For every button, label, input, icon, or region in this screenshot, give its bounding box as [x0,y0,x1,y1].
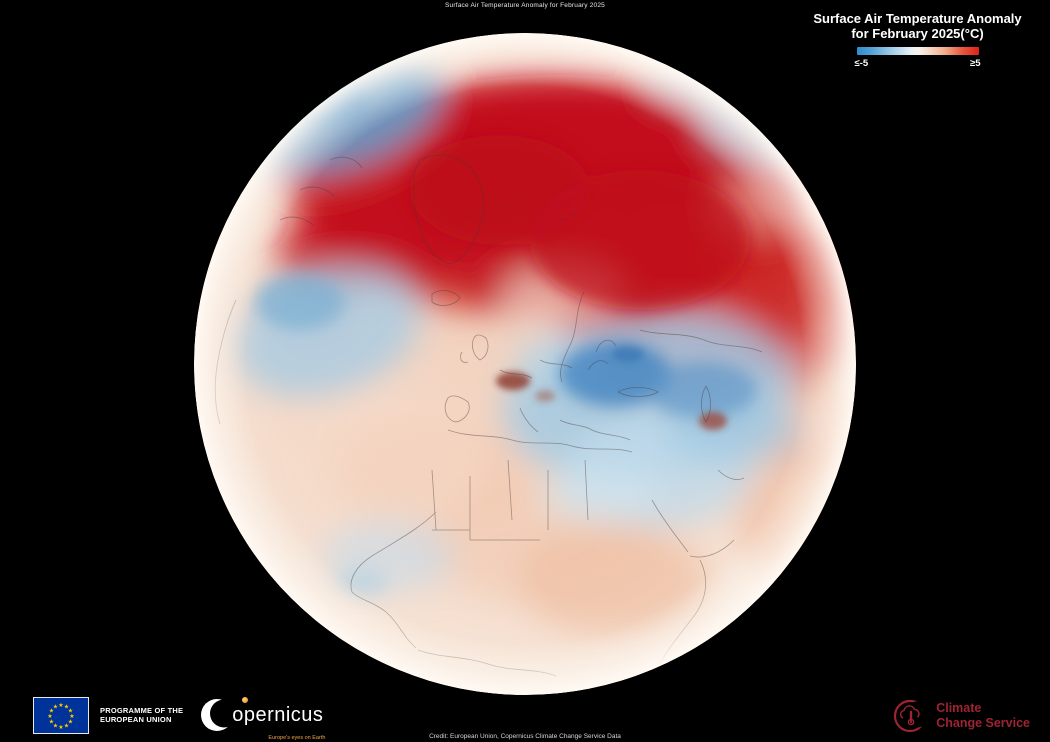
copernicus-logo: opernicus Europe's eyes on Earth [198,695,325,741]
climate-service-icon [894,699,927,733]
legend-max-label: ≥5 [970,58,981,69]
svg-text:★: ★ [58,724,63,731]
globe-sphere [194,33,856,695]
legend-title-line2: for February 2025(°C) [851,26,984,41]
climate-service-label: Climate Change Service [936,701,1030,731]
svg-text:★: ★ [47,713,52,720]
eu-programme-line1: PROGRAMME OF THE [100,705,184,715]
legend-title-line1: Surface Air Temperature Anomaly [813,11,1022,26]
credit-line: Credit: European Union, Copernicus Clima… [429,733,621,740]
legend-title: Surface Air Temperature Anomaly for Febr… [805,11,1030,41]
eu-programme-line2: EUROPEAN UNION [100,715,172,724]
svg-text:★: ★ [64,722,69,729]
eu-programme-label: PROGRAMME OF THE EUROPEAN UNION [100,706,183,725]
legend: Surface Air Temperature Anomaly for Febr… [805,11,1030,69]
legend-scale-labels: ≤-5 ≥5 [855,58,981,69]
copernicus-crescent-icon [201,699,234,731]
svg-text:★: ★ [68,707,73,714]
footer-left-logos: ★ ★ ★ ★ ★ ★ ★ ★ ★ ★ ★ ★ PROGRAMME OF THE EUROPEA… [33,695,325,741]
svg-text:★: ★ [53,703,58,710]
eu-flag-logo: ★ ★★ ★★★ ★★★ ★★★ [33,696,89,734]
copernicus-planet-icon [242,697,249,703]
legend-min-label: ≤-5 [854,58,869,69]
copernicus-tagline: Europe's eyes on Earth [268,735,326,741]
svg-text:★: ★ [49,707,54,714]
svg-text:★: ★ [58,702,63,709]
globe-rim-highlight [194,33,856,695]
climate-service-logo: Climate Change Service [892,697,1030,735]
svg-text:★: ★ [68,718,73,725]
svg-text:★: ★ [69,713,74,720]
copernicus-wordmark: opernicus [232,703,324,726]
svg-text:★: ★ [64,703,69,710]
svg-text:★: ★ [53,722,58,729]
climate-service-line1: Climate [936,701,982,715]
svg-text:★: ★ [49,718,54,725]
legend-colorbar [856,47,979,55]
climate-service-line2: Change Service [936,716,1030,730]
page-title: Surface Air Temperature Anomaly for Febr… [445,2,605,9]
